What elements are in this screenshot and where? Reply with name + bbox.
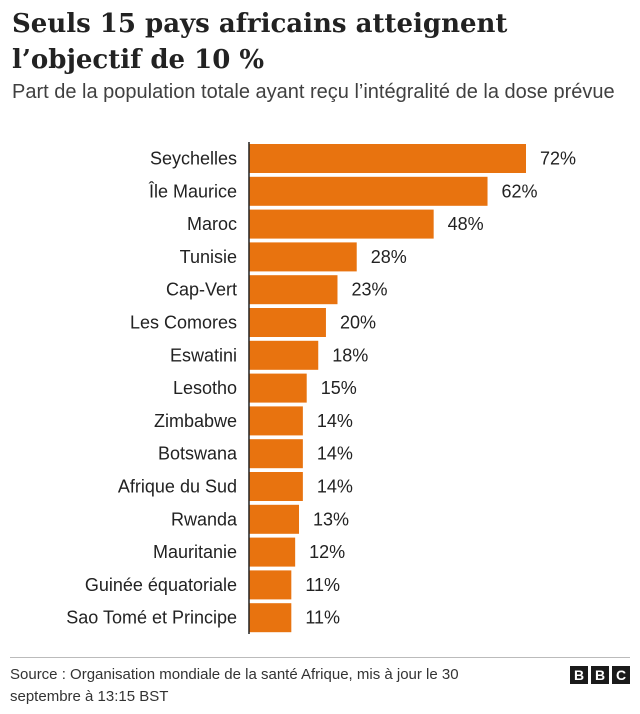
category-label: Lesotho [173,378,237,398]
category-label: Zimbabwe [154,411,237,431]
bar [249,472,303,501]
bar [249,603,292,633]
bar [249,340,319,370]
category-label: Île Maurice [148,181,237,201]
value-label: 72% [540,149,576,169]
bar [249,308,326,337]
value-label: 28% [371,247,407,267]
bar [249,144,526,173]
category-label: Sao Tomé et Principe [66,608,237,628]
bar [249,537,296,567]
bar [249,439,303,469]
value-label: 11% [305,575,340,595]
category-label: Botswana [158,444,238,464]
value-label: 15% [321,378,357,398]
category-label: Rwanda [171,509,238,529]
bar [249,406,303,436]
source-note: Source : Organisation mondiale de la san… [10,666,459,705]
value-label: 23% [351,280,387,300]
category-label: Eswatini [170,345,237,365]
category-label: Tunisie [180,247,237,267]
value-label: 14% [317,477,353,497]
value-label: 48% [448,214,484,234]
bbc-logo-block: C [612,666,630,684]
category-label: Mauritanie [153,542,237,562]
footer-divider [10,657,630,658]
value-label: 62% [502,181,538,201]
category-label: Maroc [187,214,237,234]
value-label: 18% [332,345,368,365]
bbc-logo: B B C [570,666,630,684]
category-label: Les Comores [130,313,237,333]
category-label: Cap-Vert [166,280,237,300]
bar [249,504,300,534]
chart-subtitle: Part de la population totale ayant reçu … [12,81,615,103]
value-label: 11% [305,608,340,628]
bar [249,242,357,272]
bar-chart: Seychelles 72% Île Maurice 62% Maroc 48% Tunis… [66,142,576,634]
value-label: 12% [309,542,345,562]
category-label: Guinée équatoriale [85,575,237,595]
value-label: 14% [317,411,353,431]
value-label: 20% [340,313,376,333]
category-label: Afrique du Sud [118,477,237,497]
category-label: Seychelles [150,149,237,169]
value-label: 14% [317,444,353,464]
value-label: 13% [313,509,349,529]
bar [249,209,434,239]
bar [249,373,307,403]
bbc-logo-block: B [570,666,588,684]
bbc-logo-block: B [591,666,609,684]
bar [249,176,488,206]
chart-title: Seuls 15 pays africains atteignent l’obj… [12,9,508,75]
bar [249,275,338,305]
bar [249,570,292,600]
